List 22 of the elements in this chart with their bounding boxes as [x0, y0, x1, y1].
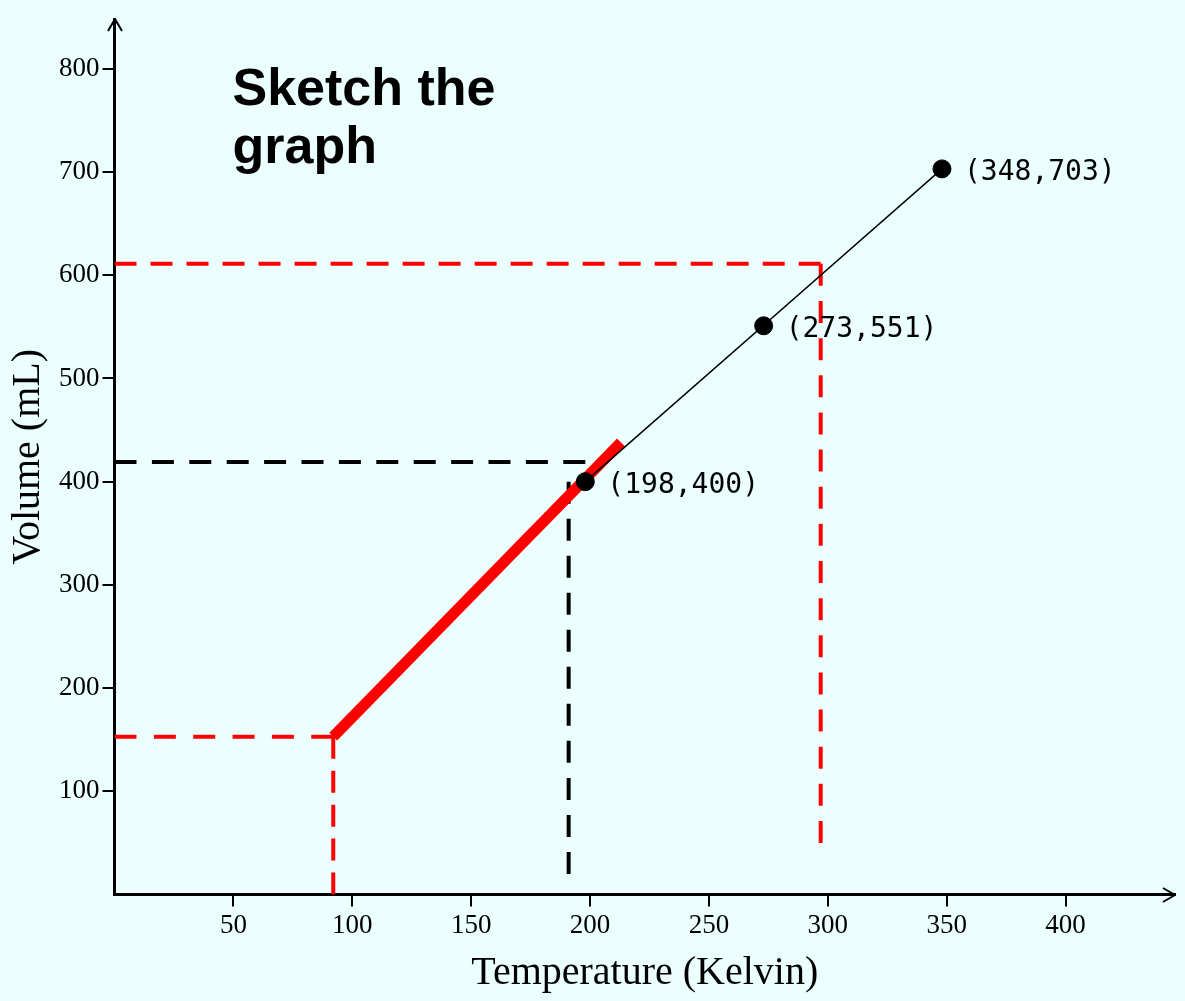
y-tick-label: 700	[59, 155, 100, 186]
x-tick-label: 150	[450, 908, 492, 939]
y-tick-label: 400	[59, 464, 100, 495]
y-tick-label: 200	[59, 671, 100, 702]
x-axis-title: Temperature (Kelvin)	[471, 947, 819, 993]
annotation: Sketch the graph	[232, 57, 496, 174]
x-tick-label: 250	[688, 908, 730, 939]
x-tick-label: 300	[807, 908, 849, 939]
y-tick-label: 300	[59, 568, 100, 598]
x-tick-label: 50	[219, 908, 247, 939]
y-tick-label: 600	[59, 258, 100, 289]
y-tick-label: 100	[59, 774, 100, 805]
annotation: (198,400)	[607, 466, 760, 500]
annotation: (348,703)	[963, 154, 1116, 188]
x-tick-label: 100	[332, 908, 373, 939]
x-tick-label: 350	[926, 908, 967, 939]
y-tick-label: 800	[59, 51, 100, 82]
x-tick-label: 200	[569, 908, 611, 939]
annotation: (273,551)	[785, 311, 938, 345]
y-tick-label: 500	[59, 361, 100, 392]
y-axis-title: Volume (mL)	[2, 348, 48, 565]
x-tick-label: 400	[1045, 908, 1086, 939]
